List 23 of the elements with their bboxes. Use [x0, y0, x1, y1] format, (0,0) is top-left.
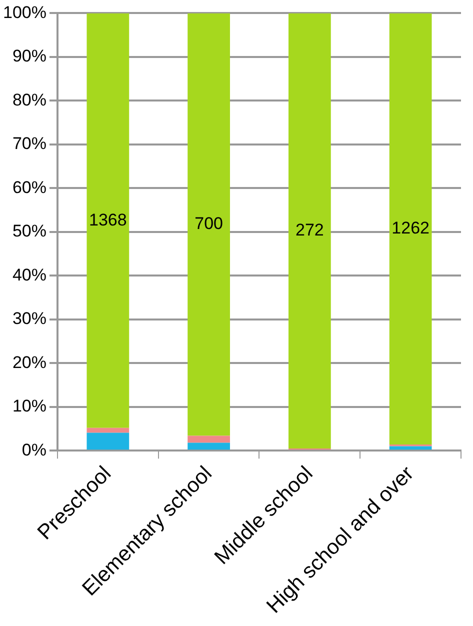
bar — [86, 432, 130, 450]
y-tick-label: 90% — [12, 46, 46, 66]
bar — [288, 13, 331, 448]
bar — [86, 13, 130, 428]
annotation: 700 — [194, 214, 223, 234]
annotation: 272 — [295, 220, 324, 240]
annotation: 1368 — [89, 210, 127, 230]
y-tick-label: 80% — [12, 90, 46, 110]
bar — [188, 13, 230, 436]
bar — [86, 428, 130, 433]
y-tick-label: 20% — [12, 352, 46, 372]
y-tick-label: 30% — [12, 309, 46, 328]
y-tick-label: 0% — [22, 440, 46, 460]
annotation: 1262 — [392, 218, 430, 238]
y-tick-label: 10% — [12, 396, 46, 416]
bar — [389, 13, 432, 445]
y-tick-label: 40% — [12, 265, 46, 284]
bar — [188, 436, 230, 443]
y-tick-label: 70% — [12, 134, 46, 154]
y-tick-label: 100% — [2, 2, 46, 22]
y-tick-label: 60% — [12, 178, 46, 197]
bar — [188, 442, 230, 450]
y-tick-label: 50% — [12, 222, 46, 241]
